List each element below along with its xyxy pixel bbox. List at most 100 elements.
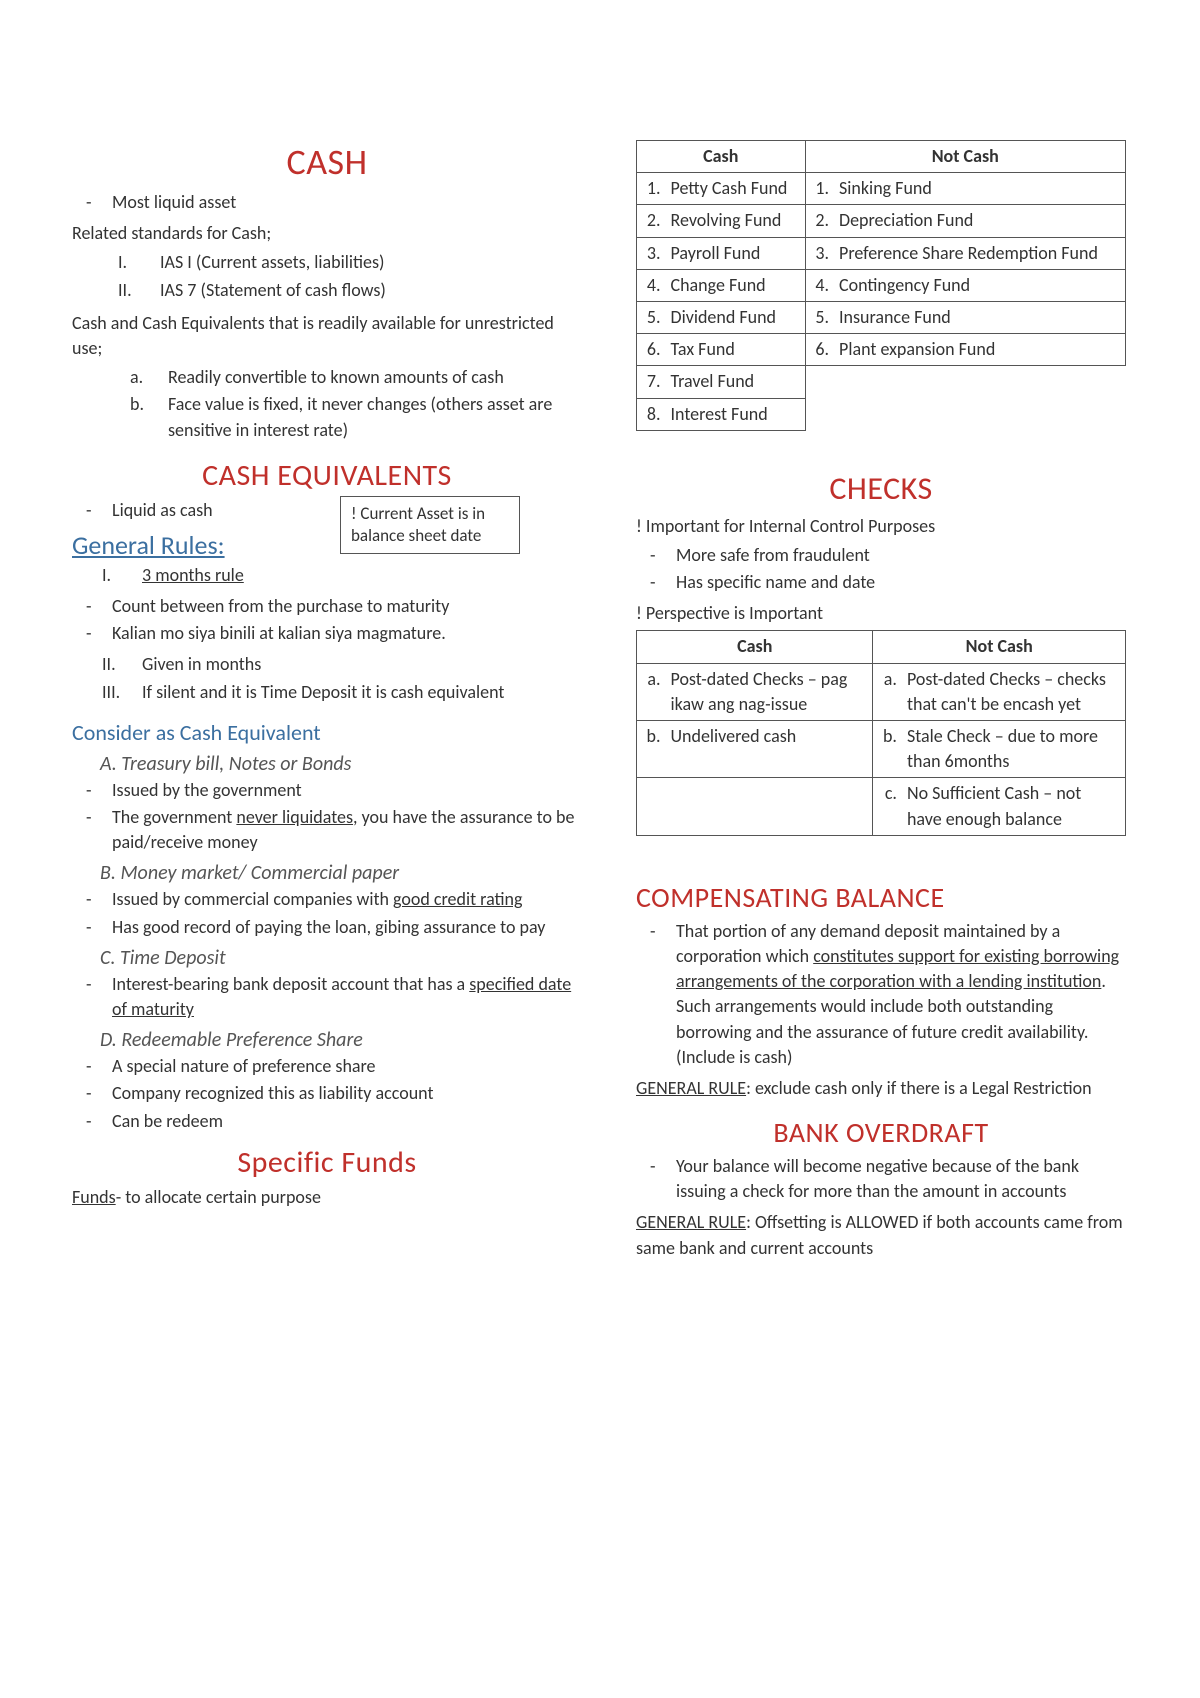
cell: Payroll Fund <box>665 237 806 269</box>
idx: b. <box>637 721 665 778</box>
heading-cash: CASH <box>72 140 582 184</box>
cell: Stale Check – due to more than 6months <box>901 721 1126 778</box>
idx: a. <box>637 663 665 720</box>
list-item: b. Face value is fixed, it never changes … <box>72 392 582 442</box>
list-item: Company recognized this as liability acc… <box>72 1081 582 1106</box>
cash-eq-row: Liquid as cash General Rules: ! Current … <box>72 498 582 561</box>
th-notcash: Not Cash <box>805 141 1125 173</box>
table-row: Cash Not Cash <box>637 141 1126 173</box>
list-item: Your balance will become negative becaus… <box>636 1154 1126 1204</box>
list-item: I. IAS I (Current assets, liabilities) <box>72 250 582 275</box>
num: II. <box>118 278 132 303</box>
table-row: 5.Dividend Fund 5.Insurance Fund <box>637 301 1126 333</box>
list-item: III. If silent and it is Time Deposit it … <box>72 680 582 705</box>
sect-a-title: A. Treasury bill, Notes or Bonds <box>100 752 582 776</box>
num: I. <box>102 563 111 588</box>
idx: 4. <box>805 269 833 301</box>
u: Funds <box>72 1186 116 1208</box>
list-item: Kalian mo siya binili at kalian siya mag… <box>72 621 582 646</box>
idx: 2. <box>637 205 665 237</box>
heading-consider: Consider as Cash Equivalent <box>72 719 582 746</box>
cell: Preference Share Redemption Fund <box>833 237 1125 269</box>
table-row: b.Undelivered cash b.Stale Check – due t… <box>637 721 1126 778</box>
list-item: That portion of any demand deposit maint… <box>636 919 1126 1070</box>
funds-table: Cash Not Cash 1.Petty Cash Fund 1.Sinkin… <box>636 140 1126 431</box>
sect-d-list: A special nature of preference share Com… <box>72 1054 582 1134</box>
text: IAS 7 (Statement of cash flows) <box>160 279 386 301</box>
idx: 1. <box>805 173 833 205</box>
note-box: ! Current Asset is in balance sheet date <box>340 496 520 554</box>
list-item: Can be redeem <box>72 1109 582 1134</box>
heading-checks: CHECKS <box>636 469 1126 508</box>
sect-c-list: Interest-bearing bank deposit account th… <box>72 972 582 1022</box>
list-item: The government never liquidates, you hav… <box>72 805 582 855</box>
cell: Petty Cash Fund <box>665 173 806 205</box>
cell: No Sufficient Cash – not have enough bal… <box>901 778 1126 835</box>
table-row: 3.Payroll Fund 3.Preference Share Redemp… <box>637 237 1126 269</box>
rules-list-2: II.Given in months III.If silent and it … <box>72 652 582 704</box>
num: b. <box>130 392 144 417</box>
list-item: I.3 months rule <box>72 563 582 588</box>
comp-rule: GENERAL RULE: exclude cash only if there… <box>636 1076 1126 1101</box>
pre: The government <box>112 806 236 828</box>
idx: 3. <box>637 237 665 269</box>
num: III. <box>102 680 120 705</box>
heading-overdraft: BANK OVERDRAFT <box>636 1115 1126 1150</box>
comp-bullets: That portion of any demand deposit maint… <box>636 919 1126 1070</box>
left-column: CASH Most liquid asset Related standards… <box>72 140 582 1265</box>
heading-specific-funds: Specific Funds <box>72 1144 582 1181</box>
cell: Undelivered cash <box>665 721 873 778</box>
th-notcash: Not Cash <box>873 631 1126 663</box>
num: I. <box>118 250 127 275</box>
table-row: 8.Interest Fund <box>637 398 1126 430</box>
table-row: 6.Tax Fund 6.Plant expansion Fund <box>637 334 1126 366</box>
cell: Depreciation Fund <box>833 205 1125 237</box>
rules-list: I.3 months rule <box>72 563 582 588</box>
sect-d-title: D. Redeemable Preference Share <box>100 1028 582 1052</box>
idx: 4. <box>637 269 665 301</box>
list-item: Issued by the government <box>72 778 582 803</box>
cell: Revolving Fund <box>665 205 806 237</box>
checks-perspective: ! Perspective is Important <box>636 601 1126 626</box>
rules-sub: Count between from the purchase to matur… <box>72 594 582 646</box>
cell: Travel Fund <box>665 366 806 398</box>
cell: Contingency Fund <box>833 269 1125 301</box>
idx: 5. <box>805 301 833 333</box>
list-item: Interest-bearing bank deposit account th… <box>72 972 582 1022</box>
cce-letters: a.Readily convertible to known amounts o… <box>72 365 582 443</box>
list-item: Most liquid asset <box>72 190 582 215</box>
table-row: 2.Revolving Fund 2.Depreciation Fund <box>637 205 1126 237</box>
cell: Tax Fund <box>665 334 806 366</box>
list-item: II. IAS 7 (Statement of cash flows) <box>72 278 582 303</box>
u: good credit rating <box>393 888 522 910</box>
u: never liquidates <box>236 806 353 828</box>
text: IAS I (Current assets, liabilities) <box>160 251 384 273</box>
cell: Interest Fund <box>665 398 806 430</box>
table-row: 7.Travel Fund <box>637 366 1126 398</box>
idx: a. <box>873 663 901 720</box>
related-intro: Related standards for Cash; <box>72 221 582 246</box>
sect-b-title: B. Money market/ Commercial paper <box>100 861 582 885</box>
cell: Change Fund <box>665 269 806 301</box>
heading-comp-balance: COMPENSATING BALANCE <box>636 880 1126 915</box>
pre: Issued by commercial companies with <box>112 888 393 910</box>
th-cash: Cash <box>637 631 873 663</box>
checks-table: Cash Not Cash a.Post-dated Checks – pag … <box>636 630 1126 835</box>
table-row: Cash Not Cash <box>637 631 1126 663</box>
cell: Post-dated Checks – pag ikaw ang nag-iss… <box>665 663 873 720</box>
list-item: Has specific name and date <box>636 570 1126 595</box>
empty <box>805 398 1125 430</box>
page: CASH Most liquid asset Related standards… <box>0 0 1200 1325</box>
list-item: More safe from fraudulent <box>636 543 1126 568</box>
idx: 6. <box>637 334 665 366</box>
idx: c. <box>873 778 901 835</box>
cce-intro: Cash and Cash Equivalents that is readil… <box>72 311 582 361</box>
empty <box>805 366 1125 398</box>
text: Face value is fixed, it never changes (o… <box>168 393 552 440</box>
idx: 2. <box>805 205 833 237</box>
idx: b. <box>873 721 901 778</box>
list-item: Has good record of paying the loan, gibi… <box>72 915 582 940</box>
table-row: 1.Petty Cash Fund 1.Sinking Fund <box>637 173 1126 205</box>
cell: Dividend Fund <box>665 301 806 333</box>
text: If silent and it is Time Deposit it is c… <box>142 681 504 703</box>
